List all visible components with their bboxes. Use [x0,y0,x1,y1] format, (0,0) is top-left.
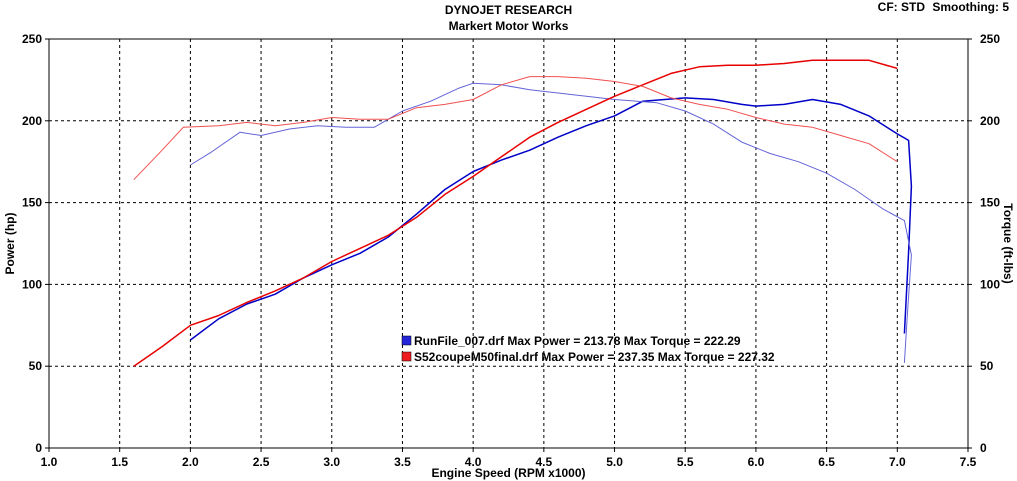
x-tick-label: 1.0 [41,455,58,469]
x-tick-label: 2.0 [182,455,199,469]
y-tick-label: 200 [22,114,42,128]
x-tick-label: 6.5 [818,455,835,469]
x-tick-label: 4.0 [465,455,482,469]
y2-tick-label: 100 [980,277,1000,291]
y-axis-label: Power (hp) [3,212,17,274]
series-group [133,59,913,367]
x-tick-label: 7.5 [960,455,977,469]
y-tick-label: 250 [22,32,42,46]
x-tick-label: 2.5 [253,455,270,469]
y2-axis-label: Torque (ft-lbs) [1001,203,1015,283]
x-tick-label: 7.0 [889,455,906,469]
legend-swatch [401,351,412,362]
y2-tick-label: 50 [980,359,994,373]
series-line-torque-1 [190,82,912,363]
x-axis-label: Engine Speed (RPM x1000) [431,466,585,480]
x-tick-label: 3.5 [394,455,411,469]
series-line-power-2 [133,59,898,367]
y2-tick-label: 200 [980,114,1000,128]
y2-tick-label: 150 [980,196,1000,210]
y-tick-label: 50 [29,359,43,373]
chart-title: DYNOJET RESEARCH [444,3,573,17]
legend-entry: S52coupeM50final.drf Max Power = 237.35 … [414,350,775,364]
x-tick-label: 5.0 [606,455,623,469]
x-tick-label: 3.0 [323,455,340,469]
chart-subtitle: Markert Motor Works [448,19,569,33]
correction-info: CF: STD Smoothing: 5 [874,0,1009,14]
x-tick-label: 6.0 [748,455,765,469]
legend-entry: RunFile_007.drf Max Power = 213.78 Max T… [414,334,741,348]
series-line-torque-3 [133,76,898,181]
x-tick-label: 5.5 [677,455,694,469]
y-tick-label: 150 [22,196,42,210]
legend: RunFile_007.drf Max Power = 213.78 Max T… [401,334,775,364]
tick-labels: 1.0 1.5 2.0 2.5 3.0 3.5 4.0 4.5 5.0 5.5 6.0 6.5 7.0 7… [22,32,1000,469]
y2-tick-label: 0 [980,441,987,455]
x-tick-label: 4.5 [536,455,553,469]
legend-swatch [401,335,412,346]
y-tick-label: 100 [22,277,42,291]
y2-tick-label: 250 [980,32,1000,46]
cf-label: CF: STD [877,0,925,14]
plot-frame [48,38,969,449]
x-tick-label: 1.5 [111,455,128,469]
series-line-power-0 [189,97,913,341]
smoothing-label: Smoothing: 5 [932,0,1009,14]
grid [49,39,968,448]
y-tick-label: 0 [35,441,42,455]
